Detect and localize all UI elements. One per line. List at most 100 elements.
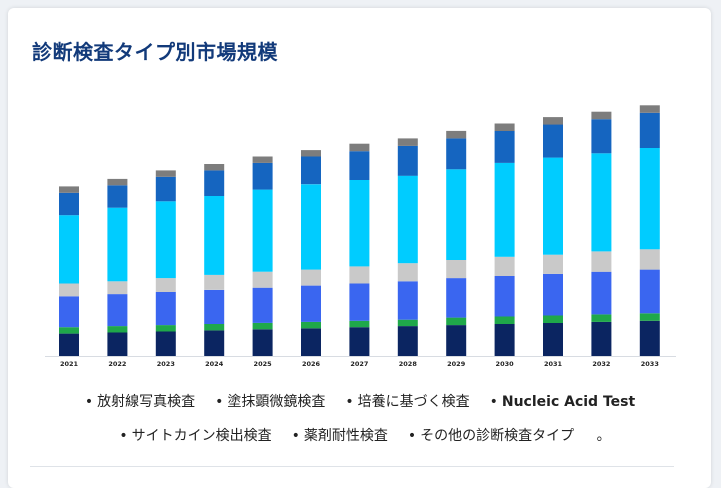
bar-segment-2024-series-1: [204, 324, 225, 331]
bar-segment-2032-series-5: [591, 119, 612, 154]
legend-bullet-icon: •: [291, 428, 300, 444]
x-tick-label: 2021: [60, 360, 79, 368]
legend-label: 放射線写真検査: [97, 394, 196, 410]
x-tick-label: 2027: [350, 360, 368, 368]
bar-segment-2027-series-5: [349, 151, 370, 180]
bar-segment-2027-series-4: [349, 180, 370, 267]
bar-segment-2032-series-1: [591, 314, 612, 322]
bar-segment-2028-series-3: [397, 263, 418, 282]
bar-segment-2026-series-0: [301, 328, 321, 356]
bar-segment-2025-series-1: [252, 322, 273, 330]
bar-segment-2026-series-5: [301, 156, 321, 185]
bar-segment-2030-series-2: [494, 276, 515, 317]
bar-segment-2025-series-6: [252, 156, 273, 163]
bar-segment-2029-series-4: [446, 169, 467, 260]
bar-segment-2029-series-3: [446, 260, 467, 279]
bar-segment-2030-series-5: [494, 130, 515, 163]
legend-item: • 培養に基づく検査: [345, 385, 469, 419]
bar-segment-2025-series-0: [252, 329, 273, 356]
bar-segment-2027-series-1: [349, 320, 370, 328]
bar-segment-2028-series-5: [397, 145, 418, 176]
legend-bullet-icon: •: [407, 428, 417, 444]
legend-label: 薬剤耐性検査: [303, 428, 388, 444]
bar-segment-2023-series-4: [155, 201, 176, 279]
bar-segment-2029-series-2: [446, 278, 467, 318]
bar-segment-2029-series-1: [446, 317, 467, 326]
legend-label: サイトカイン検出検査: [131, 428, 272, 444]
x-tick-label: 2032: [592, 360, 610, 368]
bar-segment-2031-series-3: [543, 254, 563, 274]
bar-segment-2026-series-2: [301, 285, 321, 322]
bar-segment-2031-series-6: [543, 117, 563, 125]
bar-segment-2032-series-3: [591, 251, 612, 272]
legend-bullet-icon: •: [84, 394, 94, 410]
bar-segment-2021-series-2: [59, 296, 79, 328]
bar-segment-2032-series-4: [591, 153, 612, 252]
bar-segment-2025-series-5: [252, 162, 273, 190]
bar-segment-2027-series-2: [349, 283, 370, 321]
bar-segment-2033-series-4: [639, 148, 660, 250]
bar-segment-2024-series-4: [204, 196, 225, 275]
chart-title: 診断検査タイプ別市場規模: [32, 40, 278, 64]
bar-segment-2021-series-4: [59, 215, 79, 284]
legend-bullet-icon: •: [119, 428, 128, 444]
x-tick-label: 2026: [302, 360, 321, 368]
bar-segment-2032-series-0: [591, 321, 612, 356]
bar-segment-2023-series-1: [155, 325, 176, 332]
x-tick-label: 2023: [157, 360, 175, 368]
bar-segment-2021-series-3: [59, 283, 79, 297]
bar-segment-2021-series-5: [59, 192, 79, 216]
bar-segment-2024-series-5: [204, 170, 225, 196]
bar-segment-2029-series-5: [446, 138, 467, 170]
bar-segment-2025-series-3: [252, 271, 273, 288]
bar-segment-2033-series-5: [639, 112, 660, 148]
bar-segment-2028-series-1: [397, 319, 418, 327]
bar-segment-2022-series-0: [107, 332, 128, 356]
bar-segment-2023-series-6: [155, 170, 176, 177]
bar-segment-2033-series-0: [639, 320, 660, 356]
bar-segment-2033-series-3: [639, 249, 660, 270]
legend-trailing-mark: 。: [596, 428, 611, 444]
bar-segment-2023-series-0: [155, 331, 176, 356]
legend-item: • 放射線写真検査: [85, 385, 195, 419]
bar-segment-2031-series-0: [543, 322, 563, 356]
bar-segment-2024-series-6: [204, 164, 225, 171]
x-tick-label: 2031: [544, 360, 563, 368]
legend-item: • 塗抹顕微鏡検査: [215, 385, 325, 419]
bar-segment-2021-series-6: [59, 186, 79, 193]
bar-segment-2030-series-1: [494, 316, 515, 324]
bar-segment-2030-series-3: [494, 256, 515, 276]
bar-segment-2032-series-6: [591, 111, 612, 120]
bar-segment-2031-series-2: [543, 273, 563, 316]
x-tick-label: 2022: [108, 360, 126, 368]
bar-segment-2023-series-2: [155, 292, 176, 326]
legend-label: 培養に基づく検査: [357, 394, 470, 410]
bar-segment-2027-series-6: [349, 143, 370, 152]
stacked-bar-chart: 2021 2022 2023 2024 2025 2026 2027 2028 2029 2030…: [45, 105, 676, 368]
bar-segment-2021-series-1: [59, 327, 79, 334]
legend-bullet-icon: •: [215, 394, 224, 410]
bar-segment-2022-series-5: [107, 185, 128, 208]
x-tick-label: 2029: [447, 360, 466, 368]
legend-item: • 薬剤耐性検査: [292, 419, 388, 453]
bar-segment-2028-series-0: [397, 326, 418, 356]
bar-segment-2021-series-0: [59, 333, 79, 356]
bar-segment-2031-series-4: [543, 157, 563, 255]
bar-segment-2027-series-3: [349, 266, 370, 284]
legend-bullet-icon: •: [345, 394, 354, 410]
bar-segment-2029-series-6: [446, 130, 467, 139]
bar-segment-2022-series-3: [107, 281, 128, 295]
bar-segment-2027-series-0: [349, 327, 370, 356]
bar-segment-2028-series-6: [397, 138, 418, 146]
bar-segment-2024-series-2: [204, 289, 225, 324]
bar-segment-2023-series-5: [155, 176, 176, 202]
legend-item: • Nucleic Acid Test: [490, 385, 636, 419]
bar-segment-2029-series-0: [446, 325, 467, 356]
bar-segment-2026-series-4: [301, 184, 321, 270]
x-tick-label: 2033: [641, 360, 659, 368]
legend-label: Nucleic Acid Test: [501, 394, 636, 410]
bar-segment-2024-series-0: [204, 330, 225, 356]
bar-segment-2030-series-6: [494, 123, 515, 131]
bar-segment-2022-series-4: [107, 207, 128, 282]
bar-segment-2031-series-5: [543, 124, 563, 158]
